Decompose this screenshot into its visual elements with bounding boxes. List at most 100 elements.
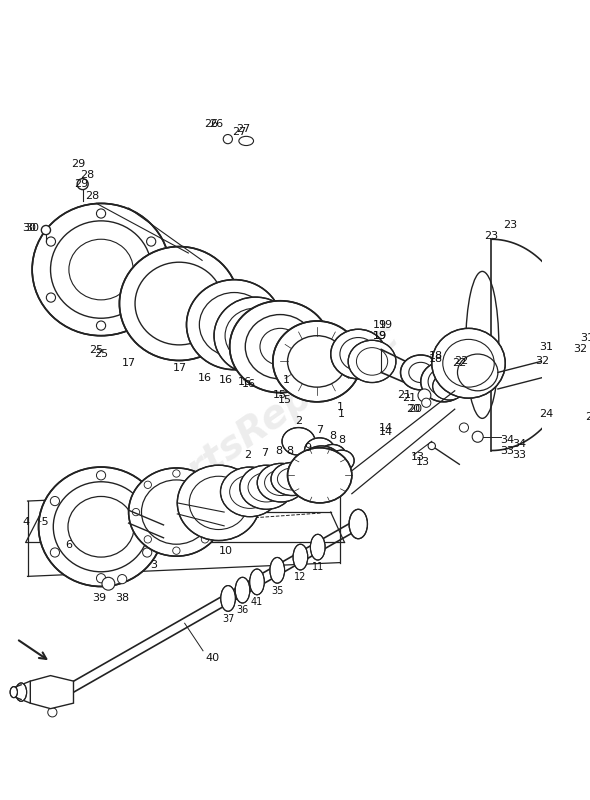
- Text: 23: 23: [484, 231, 499, 242]
- Ellipse shape: [349, 510, 368, 538]
- Circle shape: [96, 470, 106, 480]
- Text: 19: 19: [372, 330, 386, 341]
- Text: 8: 8: [276, 446, 283, 457]
- Ellipse shape: [15, 683, 27, 702]
- Circle shape: [96, 321, 106, 330]
- Circle shape: [77, 178, 88, 190]
- Text: 19: 19: [379, 320, 393, 330]
- Circle shape: [50, 548, 60, 557]
- Text: 11: 11: [312, 562, 324, 572]
- Ellipse shape: [271, 462, 313, 495]
- Circle shape: [213, 509, 221, 516]
- Text: ·5: ·5: [39, 517, 50, 527]
- Text: 29: 29: [71, 159, 85, 169]
- Ellipse shape: [293, 544, 308, 570]
- Ellipse shape: [329, 450, 354, 471]
- Ellipse shape: [432, 373, 466, 400]
- Text: 10: 10: [219, 546, 233, 556]
- Text: 8: 8: [287, 446, 294, 455]
- Ellipse shape: [43, 678, 58, 706]
- Ellipse shape: [257, 463, 305, 502]
- Text: 7: 7: [316, 426, 323, 435]
- Ellipse shape: [178, 466, 260, 541]
- Text: 17: 17: [173, 363, 187, 373]
- Text: 32: 32: [573, 345, 588, 354]
- Text: 22: 22: [452, 358, 467, 368]
- Text: 26: 26: [204, 119, 218, 130]
- Circle shape: [201, 481, 209, 489]
- Ellipse shape: [240, 466, 293, 510]
- Text: 13: 13: [411, 452, 425, 462]
- Text: 22: 22: [454, 357, 468, 366]
- Ellipse shape: [270, 558, 284, 583]
- Ellipse shape: [319, 445, 346, 468]
- Text: 29: 29: [74, 179, 88, 189]
- Text: 23: 23: [503, 221, 517, 230]
- Circle shape: [173, 470, 180, 477]
- Ellipse shape: [331, 330, 386, 379]
- Text: 34: 34: [512, 439, 526, 449]
- Ellipse shape: [250, 569, 264, 594]
- Circle shape: [581, 409, 590, 418]
- Circle shape: [96, 574, 106, 583]
- Text: 4: 4: [22, 517, 30, 527]
- Ellipse shape: [38, 467, 163, 586]
- Text: 27: 27: [237, 124, 251, 134]
- Text: 24: 24: [585, 411, 590, 422]
- Text: 17: 17: [122, 358, 136, 368]
- Ellipse shape: [129, 468, 224, 556]
- Circle shape: [569, 354, 579, 363]
- Circle shape: [223, 134, 232, 144]
- Ellipse shape: [32, 203, 170, 336]
- Text: 28: 28: [80, 170, 94, 180]
- Text: 8: 8: [338, 435, 345, 446]
- Ellipse shape: [310, 534, 325, 560]
- Text: 8: 8: [329, 431, 336, 441]
- Circle shape: [418, 389, 431, 402]
- Text: 9: 9: [304, 442, 312, 453]
- Text: 25: 25: [94, 349, 108, 359]
- Ellipse shape: [119, 246, 239, 361]
- Text: 19: 19: [372, 320, 386, 330]
- Text: 1: 1: [283, 374, 290, 385]
- Circle shape: [561, 349, 572, 359]
- Text: 21: 21: [397, 390, 411, 401]
- Circle shape: [47, 237, 55, 246]
- Text: 14: 14: [379, 422, 393, 433]
- Text: 19: 19: [372, 330, 386, 341]
- Text: 12: 12: [294, 572, 307, 582]
- Text: 33: 33: [500, 446, 514, 455]
- Text: 40: 40: [205, 653, 219, 663]
- Circle shape: [146, 237, 156, 246]
- Circle shape: [428, 442, 435, 450]
- Text: 36: 36: [237, 606, 248, 615]
- Text: 16: 16: [237, 377, 251, 386]
- Text: 27: 27: [232, 126, 246, 137]
- Circle shape: [47, 293, 55, 302]
- Circle shape: [173, 547, 180, 554]
- Text: 7: 7: [261, 448, 268, 458]
- Text: 16: 16: [198, 373, 212, 383]
- Ellipse shape: [221, 586, 235, 611]
- Text: 20: 20: [408, 404, 422, 414]
- Text: 28: 28: [85, 191, 99, 201]
- Text: 6: 6: [65, 540, 73, 550]
- Ellipse shape: [214, 297, 297, 374]
- Circle shape: [50, 497, 60, 506]
- Circle shape: [143, 497, 152, 506]
- Circle shape: [96, 209, 106, 218]
- Circle shape: [144, 536, 152, 543]
- Ellipse shape: [221, 467, 279, 517]
- Circle shape: [48, 708, 57, 717]
- Text: 26: 26: [209, 119, 223, 130]
- Text: 16: 16: [219, 374, 233, 385]
- Circle shape: [117, 574, 127, 584]
- Text: 39: 39: [92, 594, 106, 603]
- Circle shape: [132, 509, 140, 516]
- Text: 15: 15: [273, 390, 287, 401]
- Polygon shape: [30, 675, 74, 709]
- Text: 2: 2: [244, 450, 251, 460]
- Text: 1: 1: [338, 409, 345, 418]
- Circle shape: [422, 398, 431, 407]
- Text: 32: 32: [535, 357, 549, 366]
